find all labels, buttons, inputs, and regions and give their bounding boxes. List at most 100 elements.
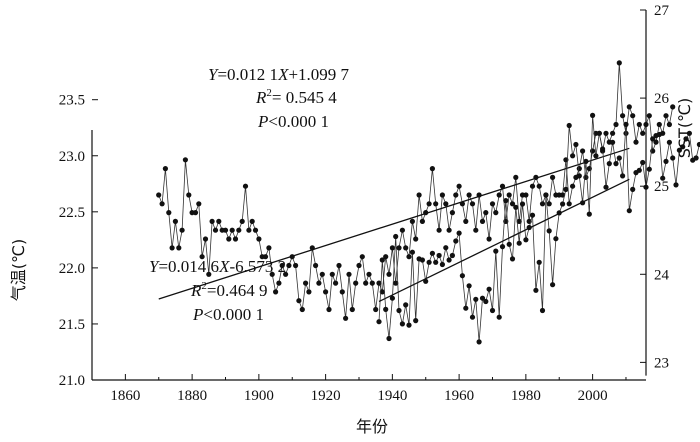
sst-point [393,280,399,286]
sst-point [346,271,352,277]
sst-point [279,262,285,269]
sst-point [483,210,489,216]
air-temperature-point [676,147,683,153]
air-temperature-point [466,283,472,289]
air-temperature-point [696,141,700,148]
air-temperature-point [593,153,599,159]
air-temperature-point [566,122,572,129]
sst-point [206,271,212,277]
sst-point [506,192,512,198]
sst-point [516,218,522,224]
air-temperature-point [376,319,382,325]
sst-point [166,210,172,216]
sst-point [463,218,469,224]
sst-point [546,201,552,207]
sst-point [426,201,432,207]
air-temperature-point [513,204,519,210]
sst-point [373,306,379,313]
sst-point [443,201,449,207]
sst-point [326,306,332,313]
air-temperature-point [413,318,419,324]
sst-point [296,298,302,304]
sst-point [209,218,215,224]
sst-point [446,227,452,233]
y-right-tick-label: 26 [654,91,670,107]
air-temperature-point [473,296,479,302]
sst-point [663,113,669,119]
sst-point [172,218,178,224]
sst-r-squared: R2= 0.545 4 [255,87,337,107]
air-temperature-point [476,339,482,345]
y-left-tick-label: 23.0 [59,149,85,165]
sst-p-value: P<0.000 1 [257,112,329,131]
air-temperature-point [673,182,679,188]
air-temperature-point [536,259,542,265]
air-temperature-point [523,237,529,243]
air-temperature-point [610,139,616,145]
axes: 1860 1880 1900 1920 1940 1960 1980 2000 21.0 21.5… [59,3,670,404]
sst-point [169,245,175,251]
air-regression-annotation: Y=0.014 6X-6.573 2 R2=0.464 9 P<0.000 1 [149,257,286,324]
sst-point [640,130,646,136]
sst-point [620,113,626,119]
air-temperature-point [463,305,469,311]
air-temperature-point [543,192,549,198]
air-temperature-point [553,236,559,242]
sst-point [469,201,476,207]
x-tick-label: 1940 [377,388,407,404]
air-temperature-point [570,153,576,159]
sst-point [376,280,382,286]
air-temperature-point [449,252,455,259]
air-p-value: P<0.000 1 [192,305,264,324]
sst-point [359,254,365,260]
sst-point [329,271,335,277]
sst-point [489,201,496,207]
sst-point [670,104,676,110]
sst-trend-line [158,147,630,300]
sst-point [396,245,402,251]
sst-point [303,280,309,286]
sst-point [313,262,319,269]
sst-point [389,245,395,251]
sst-point [249,218,255,224]
air-temperature-point [630,186,636,192]
air-temperature-point [446,257,452,263]
sst-point [636,121,642,128]
air-temperature-point [496,314,502,320]
air-temperature-point [600,146,606,152]
air-temperature-point [509,256,516,262]
air-temperature-point [636,167,642,173]
air-temperature-point [680,144,686,150]
air-temperature-point [646,166,652,172]
air-temperature-point [590,112,596,118]
x-tick-label: 1860 [110,388,140,404]
sst-point [336,262,342,269]
air-temperature-point [583,158,589,164]
air-temperature-point [613,161,619,167]
sst-point [222,227,229,233]
sst-point [523,192,529,198]
sst-point [159,201,165,207]
air-temperature-trend-line [378,178,630,303]
air-temperature-point [503,198,509,204]
sst-point [433,201,439,207]
air-temperature-point [643,184,649,190]
air-temperature-point [506,241,512,247]
air-temperature-point [389,295,395,301]
sst-point [479,218,486,224]
sst-point [276,280,282,286]
sst-point [590,148,596,154]
air-temperature-point [683,136,689,142]
sst-point [436,227,442,233]
sst-point [182,157,188,163]
sst-point [406,254,412,260]
air-temperature-point [650,136,656,142]
sst-point [566,201,572,207]
air-temperature-point [693,155,699,161]
sst-point [333,280,339,286]
air-temperature-point [560,201,566,207]
sst-point [643,121,649,128]
sst-point [656,121,662,128]
sst-point [232,236,239,242]
sst-point [226,236,232,242]
